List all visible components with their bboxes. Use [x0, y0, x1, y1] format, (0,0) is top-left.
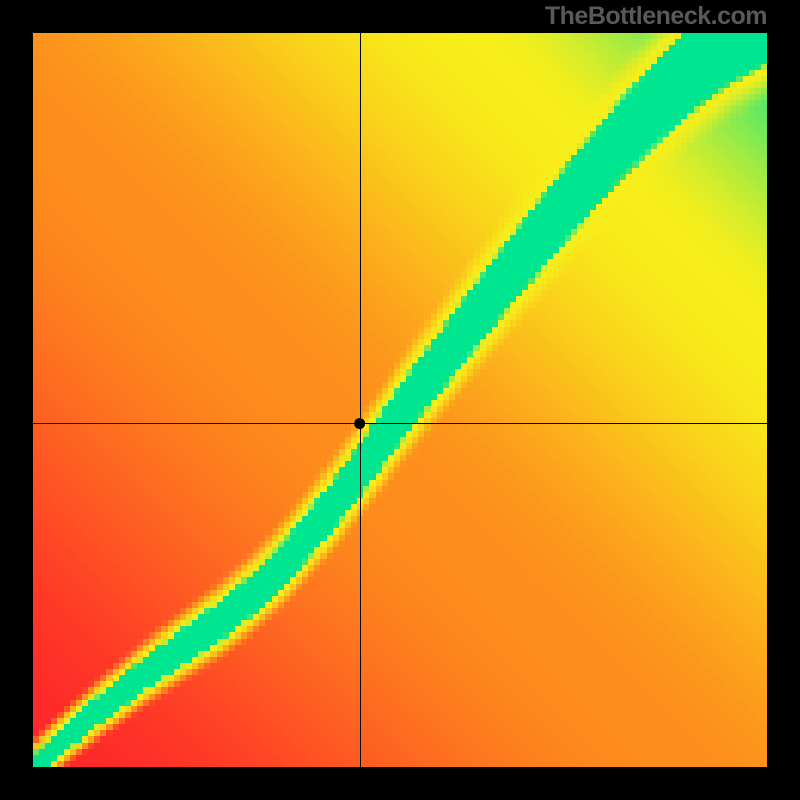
watermark-text: TheBottleneck.com	[545, 2, 767, 31]
heatmap-canvas	[33, 33, 767, 767]
